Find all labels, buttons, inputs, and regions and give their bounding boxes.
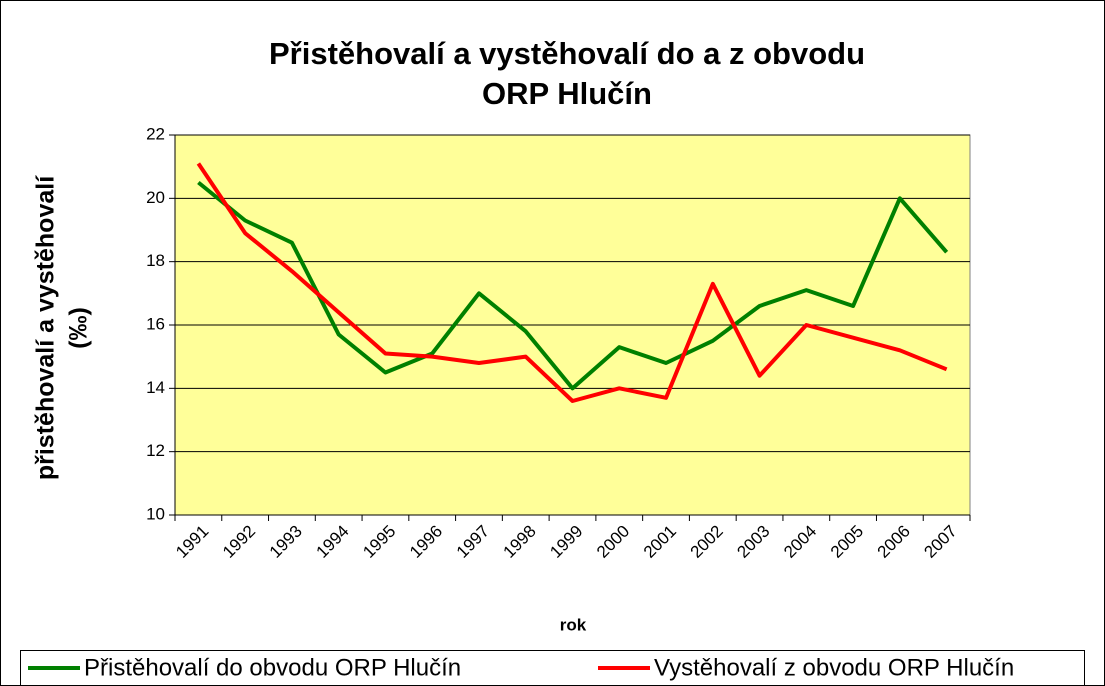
- y-tick-label: 20: [146, 188, 165, 207]
- y-tick-label: 16: [146, 314, 165, 333]
- legend-label: Přistěhovalí do obvodu ORP Hlučín: [84, 654, 461, 681]
- legend-label: Vystěhovalí z obvodu ORP Hlučín: [654, 654, 1014, 681]
- line-series: [196, 162, 948, 403]
- y-tick-label: 18: [146, 251, 165, 270]
- chart-title: Přistěhovalí a vystěhovalí do a z obvodu: [269, 36, 865, 71]
- y-tick-label: 12: [146, 441, 165, 460]
- y-tick-label: 10: [146, 504, 165, 523]
- chart-title: ORP Hlučín: [482, 76, 652, 111]
- x-axis-label: rok: [560, 615, 587, 634]
- y-axis-label: (‰): [65, 307, 93, 349]
- y-tick-label: 22: [146, 124, 165, 143]
- y-tick-label: 14: [146, 378, 165, 397]
- legend-box: [20, 650, 1085, 686]
- line-series: [197, 180, 949, 391]
- y-axis-label: přistěhovalí a vystěhovalí: [32, 175, 60, 480]
